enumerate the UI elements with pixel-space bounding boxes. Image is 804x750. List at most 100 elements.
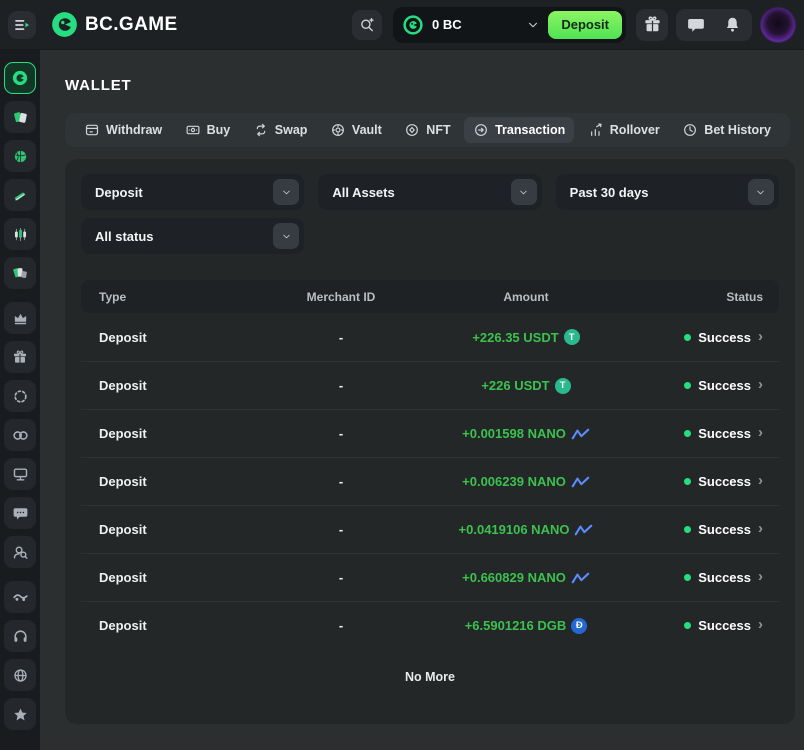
transactions-table: Type Merchant ID Amount Status Deposit -… <box>81 280 779 649</box>
period-select[interactable]: Past 30 days <box>555 174 779 210</box>
sidebar-item-support[interactable] <box>4 620 36 652</box>
tab-buy[interactable]: Buy <box>176 117 240 143</box>
status-select[interactable]: All status <box>81 218 305 254</box>
tx-type: Deposit <box>99 618 147 633</box>
selected-value: All status <box>95 228 154 244</box>
candles-icon <box>14 227 26 241</box>
table-row[interactable]: Deposit - +0.660829 NANO Success › <box>81 553 779 601</box>
chevron-down-icon <box>757 190 765 194</box>
cards-icon <box>13 111 27 123</box>
status-dot-icon <box>684 382 692 389</box>
sidebar-item-racing[interactable] <box>4 179 36 211</box>
notification-group <box>676 8 752 41</box>
tab-rollover[interactable]: Rollover <box>579 117 669 143</box>
tab-label: Rollover <box>609 123 660 137</box>
chevron-down-button[interactable] <box>273 179 300 205</box>
sidebar-item-sports[interactable] <box>4 140 36 172</box>
balance-selector[interactable]: 0 BC Deposit <box>393 6 626 43</box>
table-row[interactable]: Deposit - +6.5901216 DGB Ð Success › <box>81 601 779 649</box>
sidebar-item-referral[interactable] <box>4 581 36 613</box>
column-amount: Amount <box>503 289 549 304</box>
status-label: Success <box>698 618 751 633</box>
tab-label: Vault <box>351 123 382 137</box>
chevron-right-icon: › <box>758 568 763 585</box>
sidebar-item-language[interactable] <box>4 659 36 691</box>
hamburger-menu-button[interactable] <box>8 10 36 39</box>
chevron-right-icon: › <box>758 327 763 345</box>
sidebar-item-casino[interactable] <box>4 101 36 133</box>
deposit-button[interactable]: Deposit <box>548 10 622 39</box>
bc-logo-icon <box>52 12 77 37</box>
sidebar-item-lookup[interactable] <box>4 536 36 568</box>
no-more-indicator: No More <box>405 670 455 684</box>
headset-icon <box>13 629 27 642</box>
table-row[interactable]: Deposit - +0.006239 NANO Success › <box>81 457 779 505</box>
chevron-down-button[interactable] <box>510 179 537 205</box>
chevron-down-button[interactable] <box>747 179 774 205</box>
tab-swap[interactable]: Swap <box>244 117 317 143</box>
bell-icon <box>726 17 738 32</box>
sidebar-item-vip[interactable] <box>4 302 36 334</box>
tx-type: Deposit <box>99 570 147 585</box>
rocket-icon <box>13 192 25 201</box>
transaction-type-select[interactable]: Deposit <box>81 174 305 210</box>
tab-transaction[interactable]: Transaction <box>464 117 575 143</box>
sidebar-item-trading[interactable] <box>4 218 36 250</box>
tab-bet-history[interactable]: Bet History <box>673 117 780 143</box>
table-row[interactable]: Deposit - +0.001598 NANO Success › <box>81 409 779 457</box>
sidebar-item-forum[interactable] <box>4 497 36 529</box>
selected-value: Deposit <box>95 184 143 200</box>
buy-icon <box>186 125 200 135</box>
hamburger-icon <box>15 19 30 30</box>
chevron-right-icon: › <box>758 424 763 441</box>
sidebar-item-duels[interactable] <box>4 419 36 451</box>
tab-nft[interactable]: NFT <box>395 117 459 143</box>
tx-type: Deposit <box>99 329 147 345</box>
crown-icon <box>14 313 26 324</box>
tx-type: Deposit <box>99 522 147 537</box>
balance-amount: 0 BC <box>432 17 462 32</box>
tx-merchant-id: - <box>338 329 344 345</box>
gift-icon <box>14 350 26 363</box>
nano-icon <box>571 476 590 487</box>
usdt-icon: T <box>554 377 571 394</box>
clock-icon <box>684 124 697 136</box>
tab-vault[interactable]: Vault <box>321 117 391 143</box>
asset-select[interactable]: All Assets <box>318 174 542 210</box>
duo-icon <box>12 430 28 440</box>
tab-label: Swap <box>274 123 308 137</box>
nano-icon <box>575 524 593 535</box>
tab-label: Bet History <box>704 123 771 137</box>
sidebar-item-bonus[interactable] <box>4 341 36 373</box>
table-row[interactable]: Deposit - +226.35 USDT T Success › <box>81 313 779 361</box>
chat-button[interactable] <box>679 9 713 41</box>
transactions-panel: Deposit All Assets Past 30 days <box>65 159 795 724</box>
chevron-down-button[interactable] <box>273 223 300 249</box>
sidebar-item-affiliate[interactable] <box>4 458 36 490</box>
status-label: Success <box>698 329 751 345</box>
sidebar-item-home[interactable] <box>4 62 36 94</box>
tx-merchant-id: - <box>338 618 344 633</box>
nft-coin-icon <box>406 124 419 136</box>
status-label: Success <box>698 522 751 537</box>
tx-amount: +0.001598 NANO <box>462 426 566 441</box>
table-row[interactable]: Deposit - +226 USDT T Success › <box>81 361 779 409</box>
bc-logo-icon <box>12 70 28 86</box>
search-button[interactable] <box>352 9 382 40</box>
tab-withdraw[interactable]: Withdraw <box>75 117 171 143</box>
selected-value: Past 30 days <box>569 184 649 200</box>
notifications-button[interactable] <box>715 9 749 41</box>
bc-game-logo[interactable]: BC.GAME <box>51 11 178 38</box>
table-row[interactable]: Deposit - +0.0419106 NANO Success › <box>81 505 779 553</box>
status-label: Success <box>698 378 751 393</box>
search-icon <box>361 17 374 31</box>
withdraw-icon <box>85 124 99 136</box>
gift-button[interactable] <box>636 8 668 41</box>
sidebar-item-lottery[interactable] <box>4 257 36 289</box>
spinner-icon <box>13 389 27 403</box>
chevron-down-icon <box>529 22 538 27</box>
sidebar-item-spin[interactable] <box>4 380 36 412</box>
user-avatar[interactable] <box>760 6 796 43</box>
sidebar-item-favorites[interactable] <box>4 698 36 730</box>
tx-amount: +0.006239 NANO <box>462 474 566 489</box>
